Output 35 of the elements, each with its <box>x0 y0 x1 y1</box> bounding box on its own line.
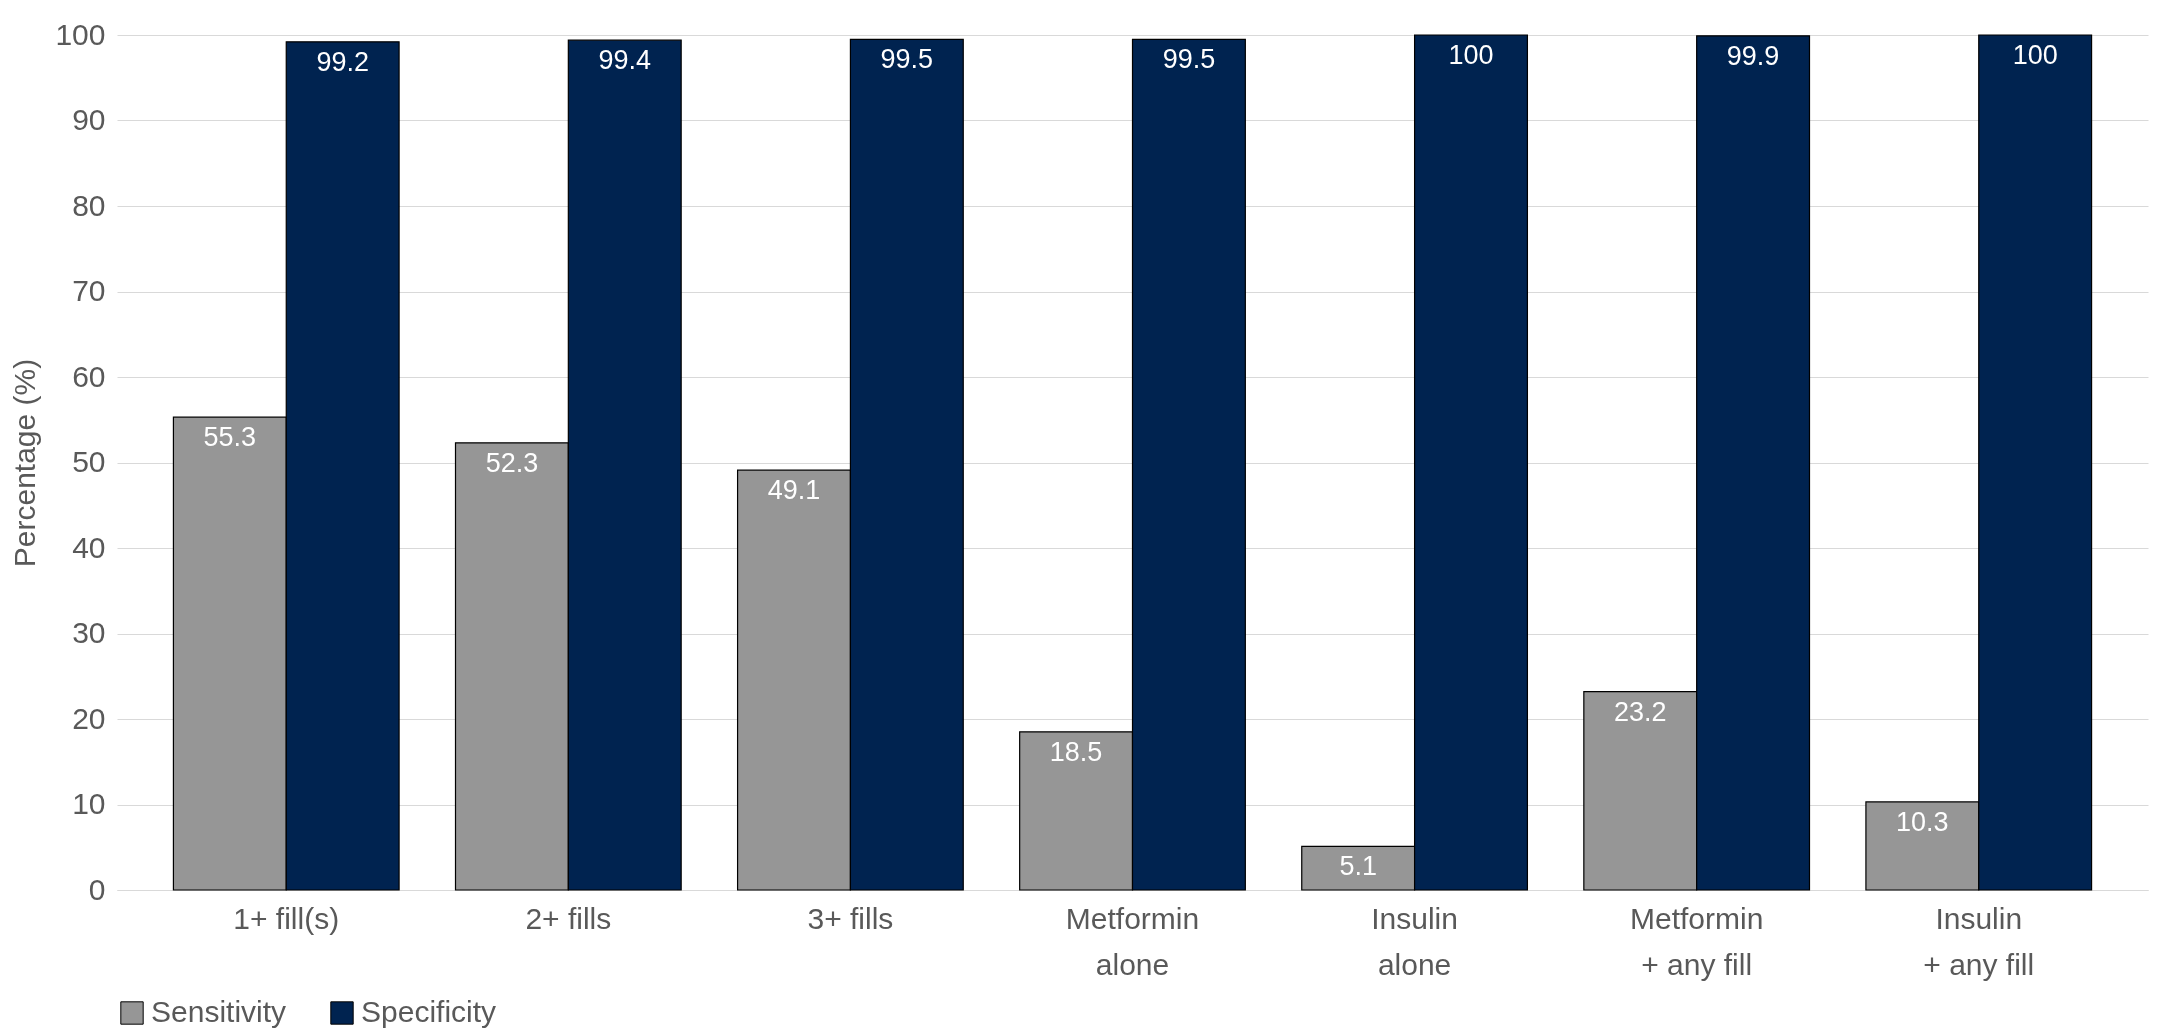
y-tick-label: 30 <box>72 616 106 649</box>
x-tick-label: 3+ fills <box>807 901 894 935</box>
y-tick-label: 0 <box>88 872 106 906</box>
data-label: 10.3 <box>1896 806 1949 837</box>
y-tick-label: 100 <box>55 17 106 51</box>
x-tick-label: Metformin + any fill <box>1629 901 1764 981</box>
y-tick-label: 10 <box>72 787 106 820</box>
y-tick-label: 70 <box>72 274 106 307</box>
data-label: 55.3 <box>203 422 257 453</box>
legend-label: Specificity <box>361 995 497 1028</box>
x-tick-label: Insulin alone <box>1371 901 1458 981</box>
data-label: 99.4 <box>598 45 652 76</box>
data-label: 100 <box>1448 40 1494 70</box>
data-label: 23.2 <box>1613 696 1667 727</box>
y-tick-label: 40 <box>72 530 106 564</box>
data-label: 18.5 <box>1049 736 1103 767</box>
y-tick-label: 90 <box>72 103 106 136</box>
y-axis-title: Percentage (%) <box>8 358 42 568</box>
data-label: 5.1 <box>1339 851 1377 882</box>
x-tick-label: 1+ fill(s) <box>233 901 340 935</box>
data-label: 100 <box>2012 40 2058 70</box>
data-label: 99.5 <box>880 44 934 75</box>
y-tick-label: 60 <box>72 359 106 393</box>
data-label: 99.5 <box>1162 44 1216 75</box>
legend-label: Sensitivity <box>151 995 287 1028</box>
x-tick-label: Insulin + any fill <box>1923 901 2035 981</box>
data-label: 52.3 <box>485 447 539 478</box>
data-label: 99.9 <box>1726 40 1780 71</box>
x-tick-label: Metformin alone <box>1065 901 1200 981</box>
y-tick-label: 80 <box>72 188 106 222</box>
y-tick-label: 50 <box>72 445 106 478</box>
y-tick-label: 20 <box>72 701 106 735</box>
data-label: 49.1 <box>767 475 821 506</box>
x-tick-label: 2+ fills <box>525 901 612 935</box>
data-label: 99.2 <box>316 46 369 77</box>
